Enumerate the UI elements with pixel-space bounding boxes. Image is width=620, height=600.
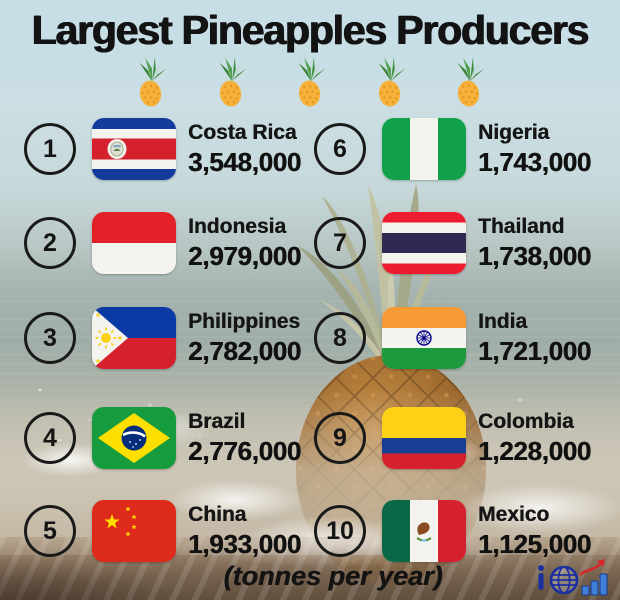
rank-number: 7 bbox=[333, 228, 347, 257]
rank-number: 8 bbox=[333, 323, 347, 352]
production-value: 2,979,000 bbox=[188, 240, 301, 271]
rank-number: 2 bbox=[43, 228, 57, 257]
rank-badge: 1 bbox=[24, 123, 76, 175]
brazil-flag bbox=[92, 407, 176, 469]
producer-row-indonesia: 2 Indonesia 2,979,000 bbox=[24, 212, 324, 274]
producer-row-nigeria: 6 Nigeria 1,743,000 bbox=[314, 118, 614, 180]
rank-number: 6 bbox=[333, 134, 347, 163]
production-value: 1,125,000 bbox=[478, 528, 591, 559]
country-name: Indonesia bbox=[188, 214, 287, 238]
producer-row-mexico: 10 Mexico 1,125,000 bbox=[314, 500, 614, 562]
producer-row-china: 5 China 1,933,000 bbox=[24, 500, 324, 562]
production-value: 2,776,000 bbox=[188, 435, 301, 466]
country-name: Nigeria bbox=[478, 120, 550, 144]
page-title: Largest Pineapples Producers bbox=[31, 7, 590, 53]
producer-row-colombia: 9 Colombia 1,228,000 bbox=[314, 407, 614, 469]
brand-logo bbox=[538, 559, 608, 596]
costa-rica-flag bbox=[92, 118, 176, 180]
mexico-flag bbox=[382, 500, 466, 562]
rank-badge: 2 bbox=[24, 217, 76, 269]
producer-row-brazil: 4 Brazil 2,776,000 bbox=[24, 407, 324, 469]
bar-chart-icon bbox=[581, 573, 608, 596]
rank-number: 10 bbox=[326, 516, 354, 545]
growth-arrow-icon bbox=[579, 559, 605, 576]
pineapple-icon bbox=[217, 57, 246, 108]
rank-badge: 3 bbox=[24, 312, 76, 364]
production-value: 1,743,000 bbox=[478, 146, 591, 177]
rank-badge: 6 bbox=[314, 123, 366, 175]
producer-row-india: 8 India bbox=[314, 307, 614, 369]
rank-number: 4 bbox=[43, 423, 57, 452]
rank-badge: 9 bbox=[314, 412, 366, 464]
pineapple-icon bbox=[376, 57, 405, 108]
producer-row-thailand: 7 Thailand 1,738,000 bbox=[314, 212, 614, 274]
production-value: 1,228,000 bbox=[478, 435, 591, 466]
unit-note: (tonnes per year) bbox=[223, 561, 443, 591]
rank-badge: 7 bbox=[314, 217, 366, 269]
country-name: China bbox=[188, 502, 247, 526]
producer-row-costa-rica: 1 Costa Rica 3,548,000 bbox=[24, 118, 324, 180]
producer-row-philippines: 3 bbox=[24, 307, 324, 369]
globe-icon bbox=[549, 565, 579, 595]
country-name: India bbox=[478, 309, 528, 333]
nigeria-flag bbox=[382, 118, 466, 180]
pineapple-icon bbox=[297, 57, 326, 108]
country-name: Brazil bbox=[188, 409, 246, 433]
production-value: 1,738,000 bbox=[478, 240, 591, 271]
pineapple-icon bbox=[456, 57, 485, 108]
country-name: Costa Rica bbox=[188, 120, 297, 144]
rank-badge: 4 bbox=[24, 412, 76, 464]
country-name: Mexico bbox=[478, 502, 550, 526]
rank-badge: 8 bbox=[314, 312, 366, 364]
i-mark bbox=[538, 565, 544, 590]
indonesia-flag bbox=[92, 212, 176, 274]
production-value: 1,721,000 bbox=[478, 335, 591, 366]
india-flag bbox=[382, 307, 466, 369]
rank-number: 1 bbox=[43, 134, 57, 163]
country-name: Philippines bbox=[188, 309, 301, 333]
rank-number: 9 bbox=[333, 423, 347, 452]
production-value: 3,548,000 bbox=[188, 146, 301, 177]
rank-badge: 5 bbox=[24, 505, 76, 557]
philippines-flag bbox=[92, 307, 176, 369]
pineapple-icon-row bbox=[131, 57, 489, 109]
production-value: 1,933,000 bbox=[188, 528, 301, 559]
thailand-flag bbox=[382, 212, 466, 274]
pineapple-icon bbox=[138, 57, 167, 108]
country-name: Thailand bbox=[478, 214, 565, 238]
country-name: Colombia bbox=[478, 409, 574, 433]
colombia-flag bbox=[382, 407, 466, 469]
china-flag bbox=[92, 500, 176, 562]
production-value: 2,782,000 bbox=[188, 335, 301, 366]
rank-badge: 10 bbox=[314, 505, 366, 557]
rank-number: 5 bbox=[43, 516, 57, 545]
rank-number: 3 bbox=[43, 323, 57, 352]
